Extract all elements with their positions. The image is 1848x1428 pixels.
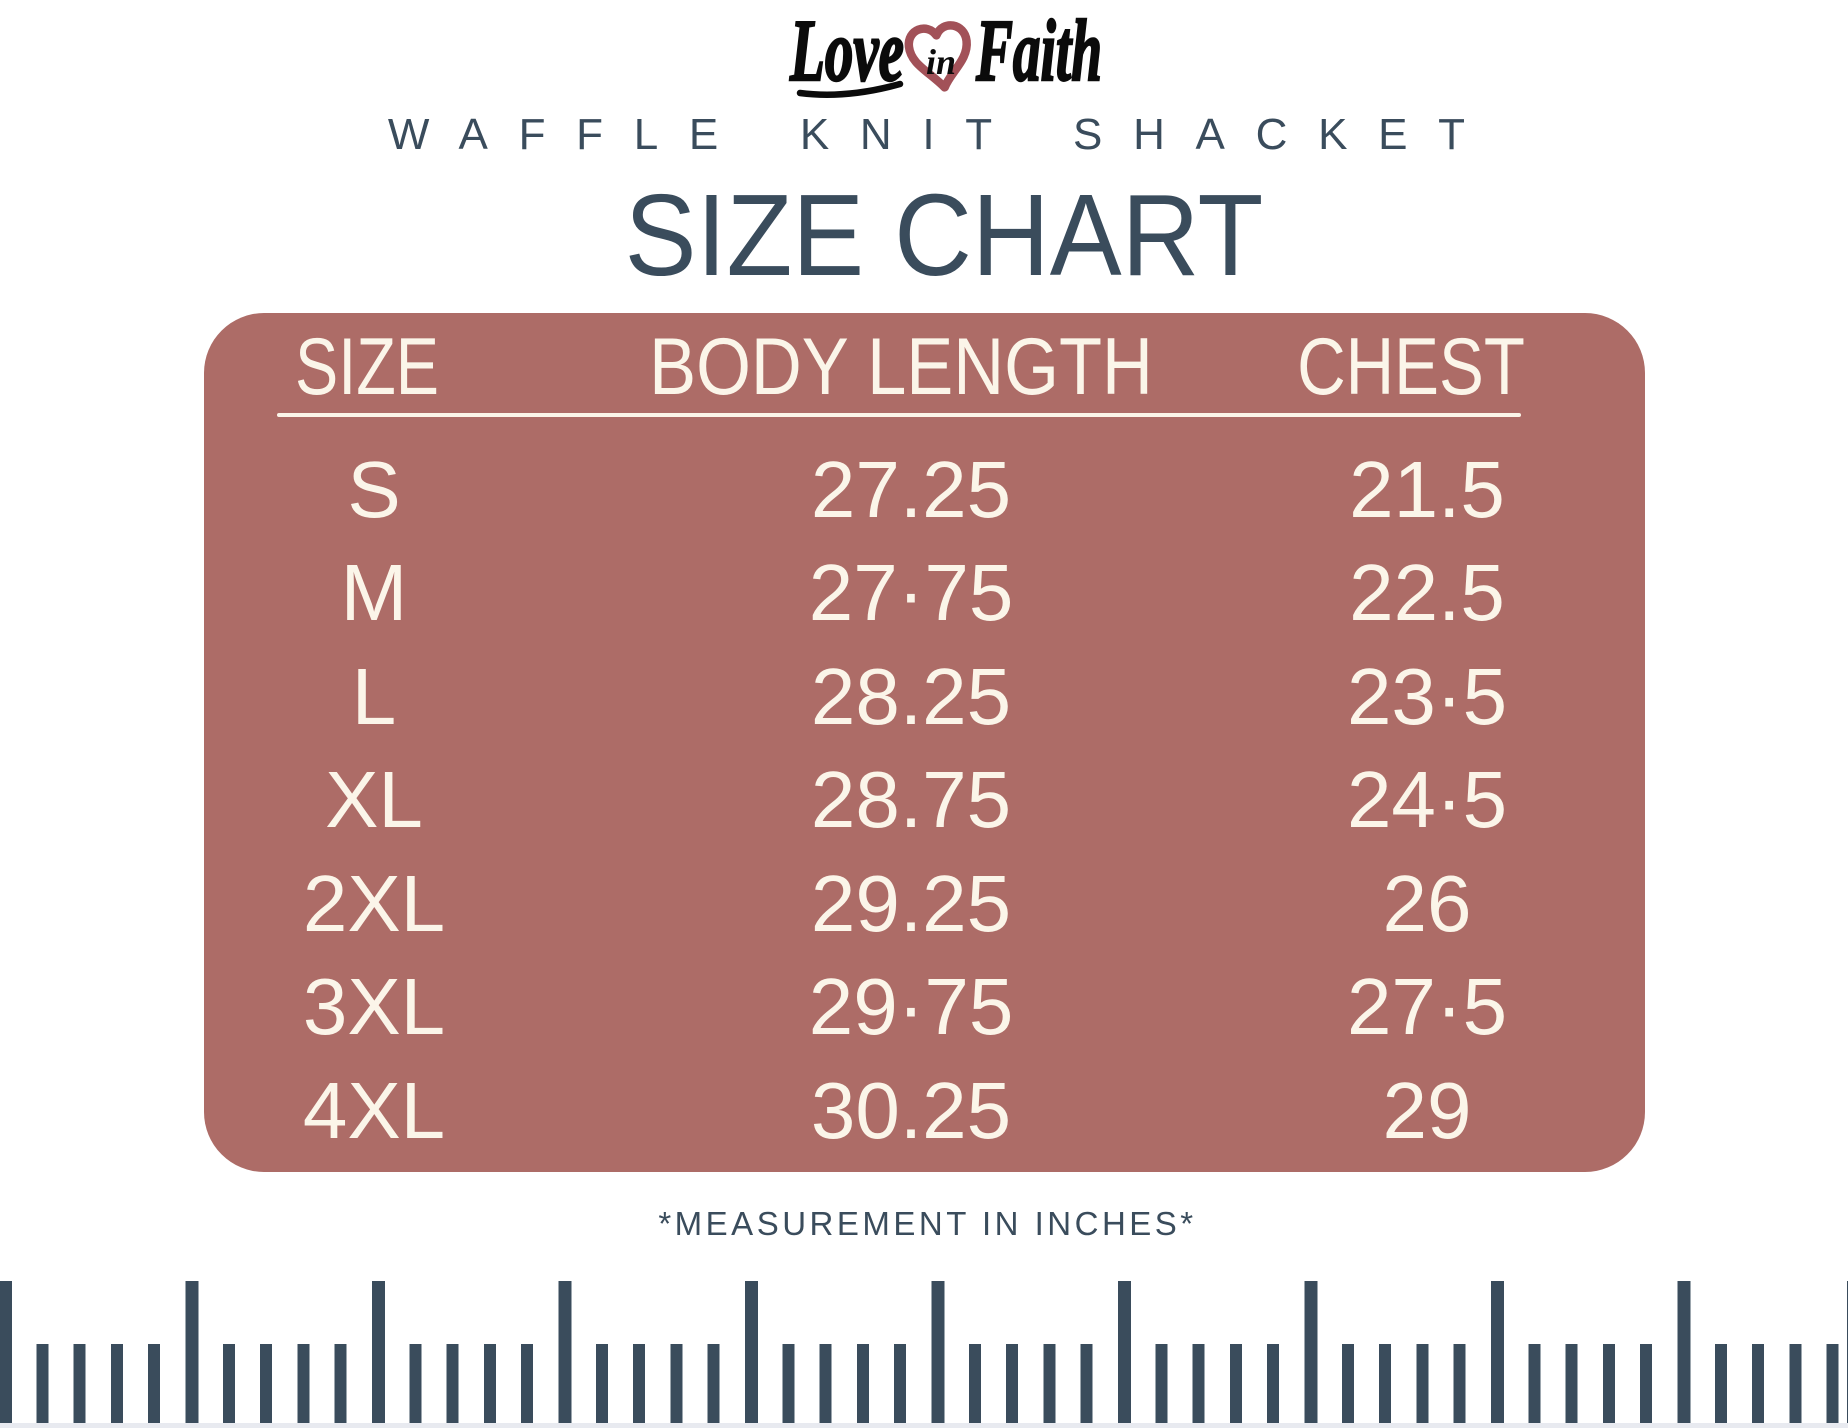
- svg-text:in: in: [926, 42, 956, 82]
- svg-text:Faith: Faith: [975, 6, 1102, 100]
- svg-text:Love: Love: [789, 6, 904, 100]
